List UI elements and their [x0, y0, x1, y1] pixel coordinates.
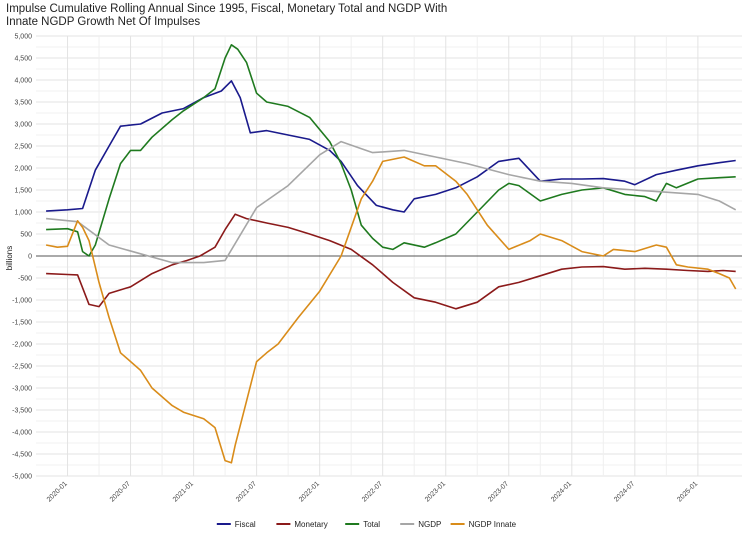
y-tick-label: -2,000	[12, 342, 32, 349]
series-line-monetary	[46, 213, 736, 310]
y-tick-label: 0	[28, 254, 32, 261]
legend-label-monetary: Monetary	[294, 520, 327, 529]
y-tick-label: -2,500	[12, 364, 32, 371]
grid	[36, 35, 742, 477]
legend-label-ngdp: NGDP	[418, 520, 441, 529]
x-tick-label: 2023-07	[487, 480, 510, 503]
series-line-ngdp	[46, 140, 737, 264]
y-tick-label: -4,000	[12, 430, 32, 437]
legend: Fiscal Monetary Total NGDP NGDP Innate	[216, 520, 517, 529]
x-tick-label: 2021-01	[172, 480, 195, 503]
y-tick-label: 5,000	[14, 34, 32, 41]
x-tick-label: 2023-01	[424, 480, 447, 503]
series-line-total	[46, 44, 736, 257]
y-tick-label: 4,000	[14, 78, 32, 85]
series-lines	[45, 44, 737, 464]
y-axis-ticks: 5,000 4,500 4,000 3,500 3,000 2,500 2,000 1,500…	[12, 34, 32, 481]
legend-label-fiscal: Fiscal	[235, 520, 256, 529]
x-tick-label: 2025-01	[676, 480, 699, 503]
y-tick-label: 3,500	[14, 100, 32, 107]
x-tick-label: 2020-01	[46, 480, 69, 503]
y-tick-label: 2,000	[14, 166, 32, 173]
x-axis-ticks: 2020-01 2020-07 2021-01 2021-07 2022-01 2022-…	[46, 480, 700, 503]
x-tick-label: 2022-01	[298, 480, 321, 503]
x-tick-label: 2024-07	[613, 480, 636, 503]
y-tick-label: -4,500	[12, 452, 32, 459]
x-tick-label: 2024-01	[550, 480, 573, 503]
chart-title-line-1: Impulse Cumulative Rolling Annual Since …	[6, 3, 448, 15]
y-tick-label: 1,500	[14, 188, 32, 195]
legend-label-total: Total	[363, 520, 380, 529]
y-tick-label: -3,500	[12, 408, 32, 415]
y-tick-label: -1,500	[12, 320, 32, 327]
y-tick-label: -1,000	[12, 298, 32, 305]
chart-title-line-2: Innate NGDP Growth Net Of Impulses	[6, 16, 201, 28]
y-tick-label: 3,000	[14, 122, 32, 129]
y-tick-label: -3,000	[12, 386, 32, 393]
y-tick-label: 2,500	[14, 144, 32, 151]
y-tick-label: -5,000	[12, 474, 32, 481]
x-tick-label: 2022-07	[361, 480, 384, 503]
y-axis-label: billions	[5, 246, 14, 270]
y-tick-label: -500	[18, 276, 32, 283]
legend-label-ngdp-innate: NGDP Innate	[469, 520, 517, 529]
chart-title: Impulse Cumulative Rolling Annual Since …	[6, 3, 447, 29]
y-tick-label: 1,000	[14, 210, 32, 217]
x-tick-label: 2021-07	[235, 480, 258, 503]
x-tick-label: 2020-07	[109, 480, 132, 503]
series-line-ngdp-innate	[45, 156, 737, 464]
series-line-fiscal	[46, 80, 736, 213]
y-tick-label: 500	[20, 232, 32, 239]
y-tick-label: 4,500	[14, 56, 32, 63]
